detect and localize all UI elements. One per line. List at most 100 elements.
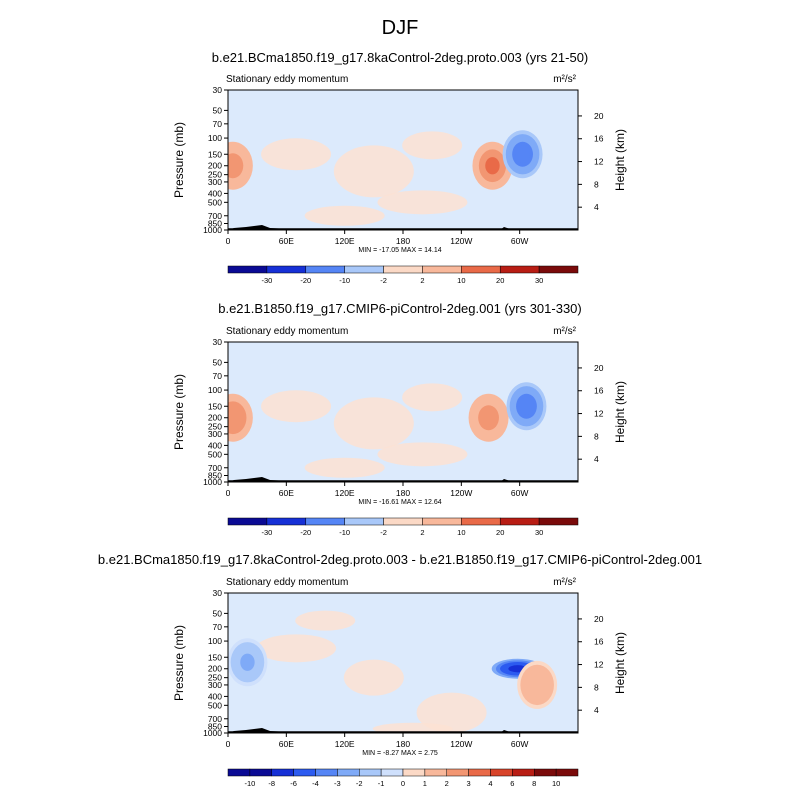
colorbar-box xyxy=(538,265,579,274)
y-tick-label: 150 xyxy=(208,401,222,411)
colorbar-label: -30 xyxy=(261,276,272,285)
y2-axis-label: Height (km) xyxy=(613,129,627,191)
y2-tick-label: 20 xyxy=(594,614,604,624)
y2-tick-label: 4 xyxy=(594,454,599,464)
colorbar-box xyxy=(512,768,535,777)
colorbar-label: 2 xyxy=(420,528,424,537)
colorbar-label: 2 xyxy=(420,276,424,285)
y-tick-label: 50 xyxy=(213,105,223,115)
field-feature-1 xyxy=(228,638,268,687)
y-tick-label: 70 xyxy=(213,119,223,129)
y-tick-label: 500 xyxy=(208,700,222,710)
colorbar-box xyxy=(468,768,491,777)
y-tick-label: 30 xyxy=(213,337,223,347)
colorbar: -10 -8 -6 -4 -3 -2 -1 0 1 2 3 4 6 8 10 xyxy=(227,768,579,788)
colorbar-label: 8 xyxy=(532,779,536,788)
y2-tick-label: 16 xyxy=(594,134,604,144)
y2-tick-label: 12 xyxy=(594,157,604,167)
colorbar-label: 10 xyxy=(552,779,560,788)
chart-panel-1: b.e21.BCma1850.f19_g17.8kaControl-2deg.p… xyxy=(172,50,627,285)
field-filler-5 xyxy=(377,190,468,215)
colorbar-box xyxy=(534,768,557,777)
colorbar-label: 20 xyxy=(496,276,504,285)
field-filler-3 xyxy=(416,692,487,733)
field-feature-3 xyxy=(506,382,547,431)
y-tick-label: 500 xyxy=(208,449,222,459)
colorbar-box xyxy=(402,768,426,777)
x-tick-label: 120W xyxy=(450,739,472,749)
y-tick-label: 1000 xyxy=(203,728,222,738)
y-tick-label: 100 xyxy=(208,636,222,646)
y-tick-label: 700 xyxy=(208,714,222,724)
colorbar-label: -10 xyxy=(244,779,255,788)
y-tick-label: 400 xyxy=(208,440,222,450)
plot-area xyxy=(228,342,578,482)
panel-title: b.e21.BCma1850.f19_g17.8kaControl-2deg.p… xyxy=(98,552,702,567)
colorbar-label: 20 xyxy=(496,528,504,537)
x-tick-label: 0 xyxy=(226,488,231,498)
x-tick-label: 180 xyxy=(396,488,410,498)
colorbar-label: 10 xyxy=(457,528,465,537)
y-tick-label: 300 xyxy=(208,177,222,187)
field-filler-3 xyxy=(402,383,463,412)
colorbar-label: 30 xyxy=(535,528,543,537)
feature-contour-ring xyxy=(240,653,255,671)
field-filler-3 xyxy=(402,131,463,160)
colorbar-label: -30 xyxy=(261,528,272,537)
field-filler-5 xyxy=(377,442,468,467)
y-tick-label: 700 xyxy=(208,463,222,473)
min-max-stats: MIN = -16.61 MAX = 12.64 xyxy=(358,499,441,506)
y2-tick-label: 20 xyxy=(594,363,604,373)
colorbar-box xyxy=(344,517,384,526)
y-tick-label: 70 xyxy=(213,371,223,381)
x-tick-label: 60E xyxy=(279,739,294,749)
colorbar: -30 -20 -10 -2 2 10 20 30 xyxy=(227,517,579,537)
colorbar-label: 2 xyxy=(445,779,449,788)
colorbar-label: -10 xyxy=(339,276,350,285)
y2-tick-label: 16 xyxy=(594,637,604,647)
colorbar-box xyxy=(227,768,251,777)
y-tick-label: 850 xyxy=(208,219,222,229)
feature-contour-ring xyxy=(519,397,534,415)
colorbar-label: -2 xyxy=(356,779,363,788)
colorbar-box xyxy=(555,768,579,777)
panel-subtitle: Stationary eddy momentum xyxy=(226,74,348,85)
colorbar-label: 30 xyxy=(535,276,543,285)
x-tick-label: 120E xyxy=(335,488,355,498)
feature-contour-ring xyxy=(529,676,545,694)
colorbar-label: -2 xyxy=(380,528,387,537)
x-tick-label: 60W xyxy=(511,236,528,246)
colorbar-box xyxy=(359,768,382,777)
y2-tick-label: 16 xyxy=(594,386,604,396)
chart-panel-2: b.e21.B1850.f19_g17.CMIP6-piControl-2deg… xyxy=(172,301,627,537)
colorbar-box xyxy=(315,768,338,777)
feature-contour-ring xyxy=(228,409,241,427)
colorbar-label: 4 xyxy=(488,779,492,788)
x-tick-label: 60E xyxy=(279,488,294,498)
y-tick-label: 300 xyxy=(208,680,222,690)
colorbar-box xyxy=(293,768,316,777)
colorbar-box xyxy=(422,265,462,274)
colorbar-label: -3 xyxy=(334,779,341,788)
field-filler-4 xyxy=(304,205,385,226)
units-label: m²/s² xyxy=(553,326,576,337)
colorbar-label: -20 xyxy=(300,276,311,285)
feature-contour-ring xyxy=(481,409,496,427)
colorbar-label: 0 xyxy=(401,779,405,788)
field-feature-3 xyxy=(517,660,558,709)
colorbar-box xyxy=(383,517,423,526)
colorbar-box xyxy=(271,768,294,777)
min-max-stats: MIN = -17.05 MAX = 14.14 xyxy=(358,247,441,254)
colorbar-label: 3 xyxy=(467,779,471,788)
field-filler-2 xyxy=(333,145,414,198)
feature-contour-ring xyxy=(228,157,241,175)
field-filler-1 xyxy=(256,634,337,663)
field-filler-1 xyxy=(261,390,332,423)
units-label: m²/s² xyxy=(553,74,576,85)
x-tick-label: 0 xyxy=(226,236,231,246)
colorbar-box xyxy=(227,517,268,526)
colorbar-box xyxy=(266,265,307,274)
y2-tick-label: 8 xyxy=(594,682,599,692)
y-tick-label: 700 xyxy=(208,211,222,221)
